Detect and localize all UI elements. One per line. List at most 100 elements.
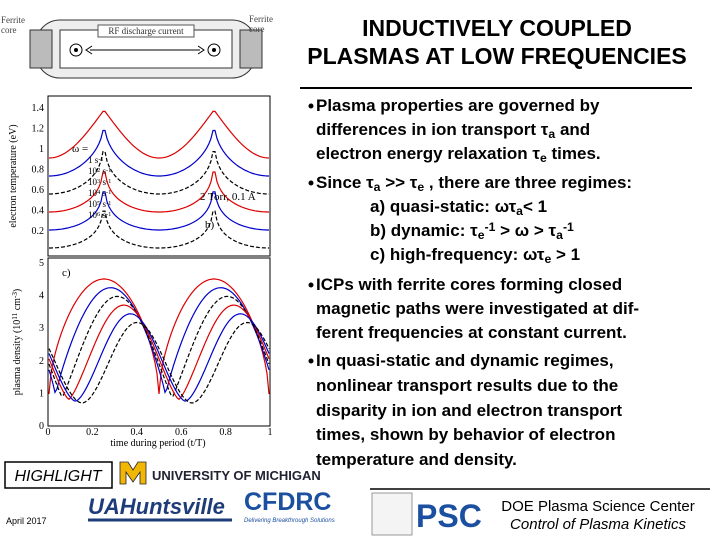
partner-logo: [371, 492, 413, 536]
bullet-text: ferent frequencies at constant current.: [316, 323, 627, 342]
text-run: e: [544, 252, 551, 266]
bullet-text: Plasma properties are governed by: [316, 96, 600, 115]
bullet-text: a) quasi-static: ωτa< 1: [370, 197, 547, 218]
current-box: [97, 24, 195, 38]
diagram: Ferrite core RF discharge current Ferrit…: [1, 14, 273, 79]
panel-label: c): [62, 267, 71, 279]
x-tick-label: 1: [268, 427, 273, 438]
text-run: times, shown by behavior of electron: [316, 425, 615, 444]
text-run: -1: [106, 167, 111, 174]
bullet: [308, 358, 314, 364]
x-tick-label: 0.2: [86, 427, 99, 438]
legend-entry: 105 s-1: [88, 199, 111, 209]
bullet-text: In quasi-static and dynamic regimes,: [316, 351, 614, 370]
text-run: > 1: [551, 245, 580, 264]
text-run: e: [417, 180, 424, 194]
diagram-label: core: [249, 24, 265, 34]
diagram-label: Ferrite: [1, 15, 25, 25]
text-run: disparity in ion and electron transport: [316, 401, 622, 420]
x-tick-label: 0.6: [175, 427, 188, 438]
text-run: 10: [88, 177, 98, 187]
bullet-text: b) dynamic: τe-1 > ω > τa-1: [370, 220, 574, 242]
text-run: temperature and density.: [316, 450, 517, 469]
highlight-box: [4, 461, 113, 489]
text-run: >> τ: [380, 173, 417, 192]
text-run: 10: [88, 199, 98, 209]
temperature-curve: [49, 151, 269, 195]
text-run: magnetic paths were investigated at dif-: [316, 299, 639, 318]
title-line: INDUCTIVELY COUPLED: [362, 15, 632, 41]
x-axis-label: time during period (t/T): [110, 438, 205, 449]
date: April 2017: [6, 516, 47, 526]
conditions: 2 Torr, 0.1 A: [200, 191, 256, 203]
bullet: [308, 282, 314, 288]
y-tick-label: 0.2: [32, 226, 45, 237]
legend-title: ω =: [72, 143, 88, 155]
text-run: ): [12, 289, 23, 292]
y-axis-label: electron temperature (eV): [8, 124, 19, 227]
temperature-curve: [49, 129, 269, 177]
text-run: > ω > τ: [495, 221, 556, 240]
text-run: s: [100, 210, 106, 220]
bullet-text: temperature and density.: [316, 450, 517, 469]
bullet-text: Since τa >> τe , there are three regimes…: [316, 173, 632, 194]
center: DOE Plasma Science Center: [501, 498, 694, 515]
curves: [48, 110, 270, 404]
density-curve: [48, 304, 270, 401]
text-run: , there are three regimes:: [424, 173, 632, 192]
bullet-text: disparity in ion and electron transport: [316, 401, 622, 420]
text-run: s: [100, 199, 106, 209]
text-run: a: [548, 127, 555, 141]
y-tick-label: 0.4: [32, 206, 45, 217]
bullet-text: nonlinear transport results due to the: [316, 376, 618, 395]
y-tick-label: 4: [39, 291, 44, 302]
text-run: 5: [97, 200, 100, 207]
y-tick-label: 5: [39, 258, 44, 269]
bullet-text: ICPs with ferrite cores forming closed: [316, 275, 622, 294]
coil: [74, 48, 78, 52]
ferrite-right: [239, 29, 263, 69]
michigan-logo: [119, 461, 147, 485]
text-run: s: [100, 177, 106, 187]
bullet: [308, 180, 314, 186]
uah: UAHuntsville: [88, 494, 225, 519]
legend-entry: 106 s-1: [88, 210, 111, 220]
cfdrc-tagline: Delivering Breakthrough Solutions: [244, 518, 335, 524]
bullet: [308, 103, 314, 109]
text-run: -1: [98, 156, 103, 163]
highlight: HIGHLIGHT: [14, 468, 102, 485]
diagram-label: RF discharge current: [108, 26, 184, 36]
diagram-label: core: [1, 25, 17, 35]
y-tick-label: 0.8: [32, 165, 45, 176]
text-run: -3: [11, 292, 19, 298]
text-run: a) quasi-static: ωτ: [370, 197, 517, 216]
y-tick-label: 1.2: [32, 124, 45, 135]
y-tick-label: 2: [39, 356, 44, 367]
text-run: a: [516, 204, 523, 218]
text-run: 1 s: [88, 155, 99, 165]
diagram-label: Ferrite: [249, 14, 273, 24]
text-run: b) dynamic: τ: [370, 221, 478, 240]
text-run: differences in ion transport τ: [316, 120, 549, 139]
program: Control of Plasma Kinetics: [510, 516, 686, 533]
temperature-curve: [49, 210, 269, 249]
text-run: -1: [106, 200, 111, 207]
panel-label: b): [205, 219, 215, 231]
x-tick-label: 0: [46, 427, 51, 438]
density-curve: [48, 278, 270, 395]
text-run: -1: [106, 189, 111, 196]
legend-entry: 104 s-1: [88, 188, 111, 198]
text-run: 4: [97, 189, 101, 196]
text-run: -1: [106, 211, 111, 218]
y-axis-label: plasma density (1011 cm-3): [11, 289, 23, 396]
ferrite-left: [29, 29, 53, 69]
y-tick-label: 0: [39, 421, 44, 432]
y-tick-label: 0.6: [32, 185, 45, 196]
bullet-text: magnetic paths were investigated at dif-: [316, 299, 639, 318]
text-run: Since τ: [316, 173, 374, 192]
arrow-heads: [85, 45, 205, 55]
plot-frame: [47, 257, 271, 427]
cfdrc: CFDRC: [244, 488, 332, 516]
text-run: < 1: [523, 197, 547, 216]
